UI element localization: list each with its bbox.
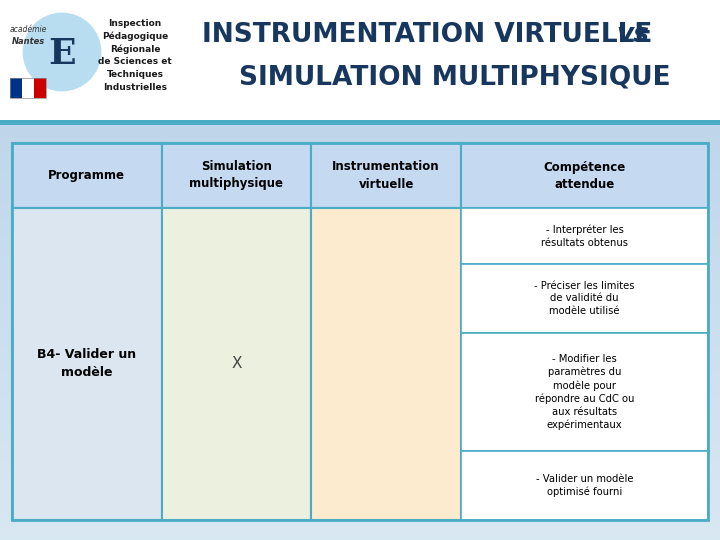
Text: - Interpréter les
résultats obtenus: - Interpréter les résultats obtenus <box>541 225 628 248</box>
Bar <box>0 0 720 120</box>
Bar <box>461 208 708 264</box>
Text: vs: vs <box>616 22 649 48</box>
Text: SIMULATION MULTIPHYSIQUE: SIMULATION MULTIPHYSIQUE <box>239 65 671 91</box>
Bar <box>461 143 708 208</box>
Bar <box>12 208 161 520</box>
Bar <box>461 264 708 333</box>
Text: Inspection
Pédagogique
Régionale
de Sciences et
Techniques
Industrielles: Inspection Pédagogique Régionale de Scie… <box>98 18 172 91</box>
Bar <box>311 208 461 520</box>
Text: B4- Valider un
modèle: B4- Valider un modèle <box>37 348 136 380</box>
Text: - Valider un modèle
optimisé fourni: - Valider un modèle optimisé fourni <box>536 474 633 497</box>
Bar <box>12 143 161 208</box>
Text: INSTRUMENTATION VIRTUELLE: INSTRUMENTATION VIRTUELLE <box>202 22 652 48</box>
Circle shape <box>24 14 100 90</box>
Bar <box>0 120 720 125</box>
Bar <box>161 208 311 520</box>
Bar <box>22 78 34 98</box>
Text: E: E <box>48 37 76 71</box>
Text: - Préciser les limites
de validité du
modèle utilisé: - Préciser les limites de validité du mo… <box>534 281 635 316</box>
Text: Programme: Programme <box>48 169 125 182</box>
Bar <box>12 143 708 520</box>
Text: académie: académie <box>9 25 47 35</box>
Bar <box>461 451 708 520</box>
Bar <box>10 78 22 98</box>
Bar <box>34 78 46 98</box>
Text: - Modifier les
paramètres du
modèle pour
répondre au CdC ou
aux résultats
expéri: - Modifier les paramètres du modèle pour… <box>535 354 634 430</box>
Text: Compétence
attendue: Compétence attendue <box>544 160 626 191</box>
Bar <box>161 143 311 208</box>
Bar <box>311 143 461 208</box>
Text: Nantes: Nantes <box>12 37 45 46</box>
Text: X: X <box>231 356 242 372</box>
Bar <box>10 78 46 98</box>
Text: Simulation
multiphysique: Simulation multiphysique <box>189 160 284 191</box>
Bar <box>461 333 708 451</box>
Text: Instrumentation
virtuelle: Instrumentation virtuelle <box>333 160 440 191</box>
